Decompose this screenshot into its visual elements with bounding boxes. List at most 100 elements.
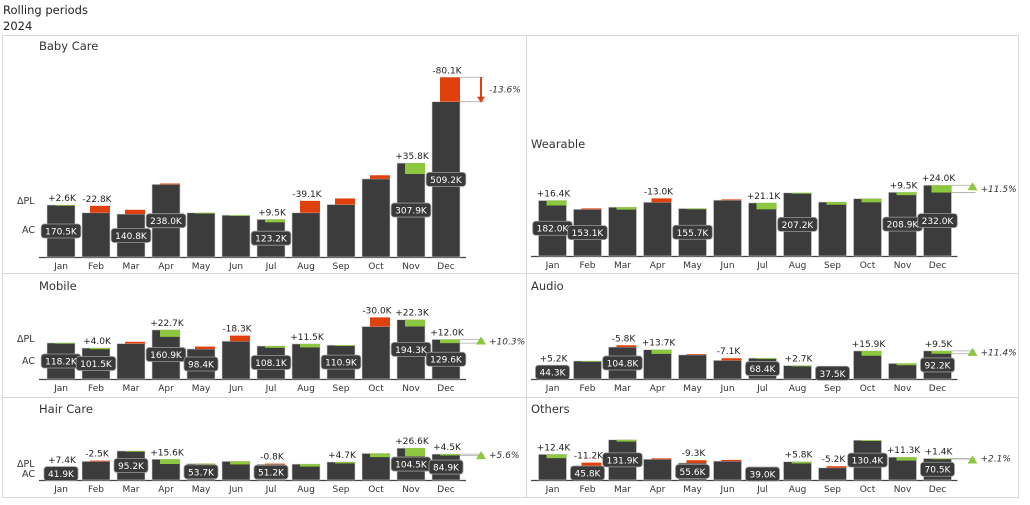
month-label: Dec (437, 485, 454, 495)
month-label: Nov (402, 384, 420, 394)
delta-label: +21.1K (747, 192, 782, 202)
delta-label: +9.5K (890, 181, 919, 191)
variance-percent: +2.1% (981, 455, 1011, 465)
month-label: Feb (88, 485, 104, 495)
delta-bar-positive (931, 350, 952, 354)
delta-bar-positive (230, 215, 250, 217)
value-label-box (745, 466, 780, 482)
delta-bar-positive (405, 448, 425, 457)
chart-mobile: Mobile Jan 118.2K Feb +4.0K 101.5K Mar Apr +22.… (2, 273, 526, 397)
value-label: 153.1K (572, 229, 605, 239)
actual-bar (713, 460, 742, 481)
month-label: Oct (368, 262, 384, 272)
delta-label: +15.9K (852, 340, 887, 350)
delta-label: +1.4K (925, 447, 954, 457)
value-label-box (250, 355, 292, 370)
month-label: Jun (719, 384, 734, 394)
month-label: Oct (860, 485, 876, 495)
delta-label: +7.4K (48, 456, 77, 466)
variance-percent: +5.6% (489, 451, 519, 461)
delta-label: +12.4K (537, 443, 572, 453)
month-label: May (192, 262, 211, 272)
delta-bar-positive (616, 207, 637, 210)
month-label: Nov (894, 261, 912, 271)
delta-bar-negative (125, 341, 145, 344)
delta-bar-negative (195, 346, 215, 349)
month-label: Dec (929, 261, 946, 271)
month-label: Jun (228, 262, 243, 272)
delta-bar-negative (686, 354, 707, 355)
actual-bar (326, 461, 356, 481)
delta-bar-positive (440, 454, 460, 456)
actual-bar (678, 354, 707, 380)
delta-label: -39.1K (292, 190, 322, 200)
month-label: Nov (402, 262, 420, 272)
chart-others: Others Jan +12.4K Feb -11.2K 45.8K Mar 131.9K A… (526, 397, 1018, 497)
delta-label: +12.0K (430, 328, 465, 338)
row-label-delta: ΔPL (17, 334, 35, 345)
delta-bar-negative (370, 175, 390, 179)
month-label: Jan (545, 384, 560, 394)
value-label: 208.9K (887, 221, 920, 231)
month-label: Jan (53, 262, 68, 272)
value-label: 182.0K (537, 225, 570, 235)
month-label: Mar (123, 485, 140, 495)
variance-percent: +10.3% (489, 337, 525, 347)
delta-label: +11.5K (290, 333, 325, 343)
month-label: Apr (158, 384, 174, 394)
month-label: Oct (368, 384, 384, 394)
value-label: 160.9K (150, 351, 183, 361)
value-label: 207.2K (782, 221, 815, 231)
variance-percent: +11.5% (981, 185, 1017, 195)
actual-bar (888, 363, 917, 380)
month-label: Apr (650, 261, 666, 271)
row-label-actual: AC (22, 469, 35, 480)
month-label: Feb (580, 261, 596, 271)
month-label: May (683, 384, 702, 394)
value-label-box (40, 223, 82, 239)
delta-bar-positive (265, 346, 285, 348)
delta-label: -18.3K (222, 325, 252, 335)
delta-label: +22.7K (150, 319, 185, 329)
month-label: May (192, 384, 211, 394)
value-label-box (425, 171, 467, 187)
delta-bar-negative (440, 77, 460, 102)
delta-bar-positive (370, 453, 390, 458)
delta-bar-positive (55, 342, 75, 344)
delta-bar-negative (686, 460, 707, 464)
chart-hair-care: Hair Care Jan +7.4K 41.9K Feb -2.5K Mar 95.2K A… (2, 397, 526, 497)
value-label: 68.4K (750, 365, 777, 375)
actual-bar (713, 360, 742, 380)
delta-bar-negative (616, 345, 637, 348)
delta-label: -2.5K (85, 450, 110, 460)
value-label: 130.4K (852, 457, 885, 467)
actual-bar (643, 202, 672, 257)
month-label: Sep (333, 485, 350, 495)
month-label: Aug (789, 261, 807, 271)
delta-label: +15.6K (150, 448, 185, 458)
delta-bar-positive (440, 339, 460, 344)
value-label-box (567, 225, 608, 241)
delta-bar-positive (826, 202, 847, 205)
delta-bar-negative (300, 200, 320, 213)
actual-bar (361, 178, 391, 258)
divider (2, 273, 1018, 274)
delta-bar-negative (721, 459, 742, 462)
month-label: Dec (437, 384, 454, 394)
value-label: 140.8K (115, 232, 148, 242)
delta-label: +11.3K (887, 446, 922, 456)
value-label-box (672, 224, 713, 240)
value-label-box (675, 464, 710, 479)
delta-bar-positive (896, 363, 917, 366)
value-label-box (917, 213, 958, 229)
delta-bar-positive (125, 450, 145, 452)
value-label-box (145, 347, 187, 362)
month-label: Jan (53, 485, 68, 495)
value-label: 238.0K (150, 217, 183, 227)
delta-bar-positive (546, 454, 567, 459)
value-label-box (320, 354, 362, 370)
delta-label: -13.0K (644, 187, 674, 197)
arrow-up-icon (967, 182, 978, 191)
delta-bar-positive (405, 319, 425, 327)
delta-bar-positive (335, 345, 355, 346)
